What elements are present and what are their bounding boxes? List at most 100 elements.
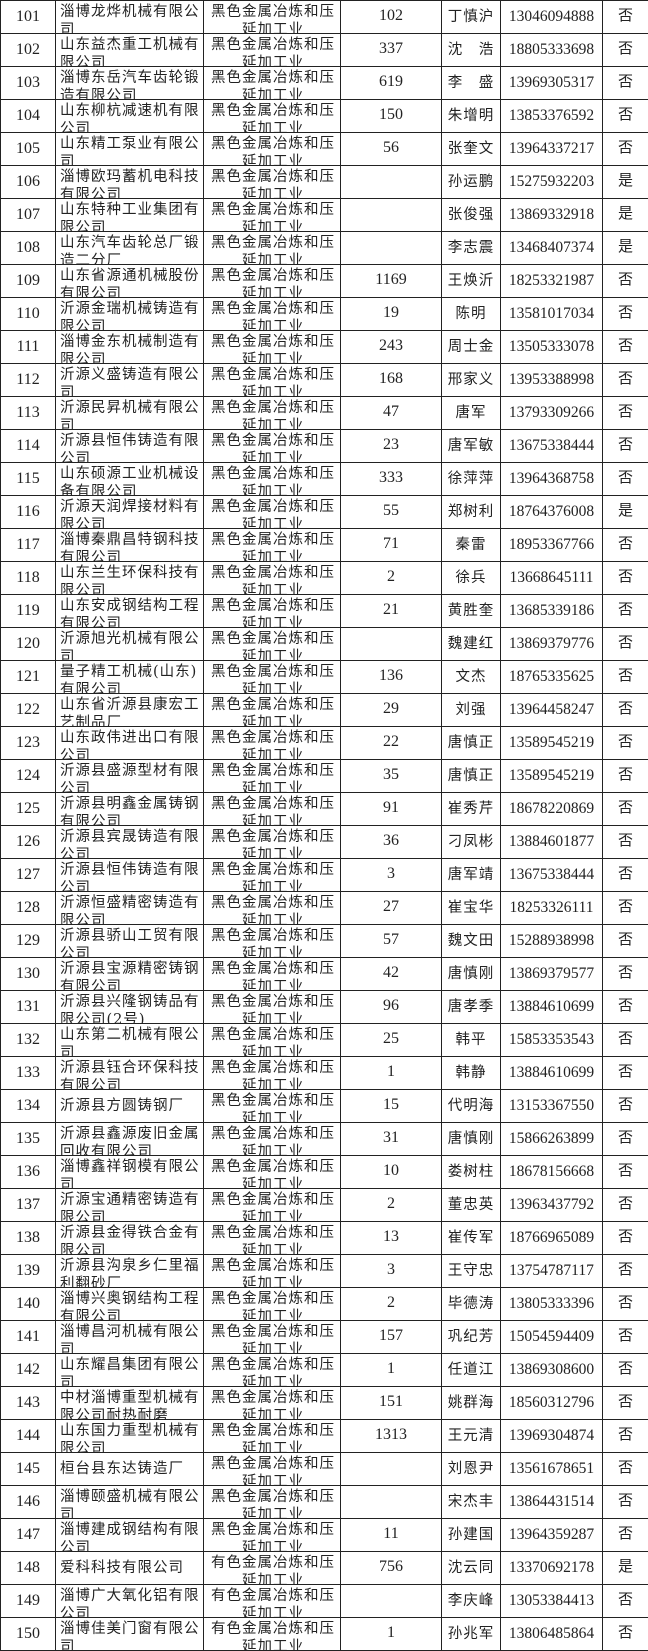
company-name: 淄博建成钢结构有限公司 (60, 1522, 200, 1551)
row-number-cell: 117 (0, 528, 56, 562)
row-number-cell: 104 (0, 99, 56, 133)
phone-number: 13869379577 (508, 965, 595, 982)
phone-number-cell: 13869379577 (500, 957, 603, 991)
row-number-cell: 127 (0, 858, 56, 892)
table-row: 103 淄博东岳汽车齿轮锻造有限公司 黑色金属冶炼和压延加工业 619 李 盛 13969… (0, 66, 648, 100)
industry: 黑色金属冶炼和压延加工业 (211, 466, 335, 495)
row-number: 103 (16, 74, 40, 91)
company-name: 沂源县盛源型材有限公司 (60, 763, 200, 792)
industry: 黑色金属冶炼和压延加工业 (211, 1357, 335, 1386)
contact-person: 宋杰丰 (447, 1494, 495, 1510)
company-name: 沂源县宾晟铸造有限公司 (60, 829, 200, 858)
employee-count-cell: 243 (340, 330, 442, 364)
phone-number: 13505333078 (508, 338, 595, 355)
industry-cell: 黑色金属冶炼和压延加工业 (203, 792, 341, 826)
industry: 黑色金属冶炼和压延加工业 (211, 829, 335, 858)
yes-no-flag: 否 (617, 1062, 633, 1080)
contact-person: 崔宝华 (447, 900, 495, 916)
row-number: 134 (16, 1097, 40, 1114)
employee-count-cell: 91 (340, 792, 442, 826)
employee-count: 756 (379, 1558, 403, 1575)
table-row: 130 沂源县宝源精密铸钢有限公司 黑色金属冶炼和压延加工业 42 唐慎刚 1386937… (0, 957, 648, 991)
contact-person-cell: 李庆峰 (441, 1584, 501, 1618)
contact-person-cell: 孙兆军 (441, 1617, 501, 1651)
row-number: 102 (16, 41, 40, 58)
employee-count: 42 (383, 964, 399, 981)
yes-no-flag: 是 (617, 171, 633, 189)
industry-cell: 黑色金属冶炼和压延加工业 (203, 0, 341, 34)
row-number-cell: 140 (0, 1287, 56, 1321)
industry: 黑色金属冶炼和压延加工业 (211, 70, 335, 99)
phone-number-cell: 13468407374 (500, 231, 603, 265)
contact-person: 唐慎刚 (447, 966, 495, 982)
company-name: 山东政伟进出口有限公司 (60, 730, 200, 759)
employee-count-cell: 42 (340, 957, 442, 991)
employee-count: 1169 (375, 271, 407, 288)
industry: 黑色金属冶炼和压延加工业 (211, 169, 335, 198)
industry-cell: 黑色金属冶炼和压延加工业 (203, 594, 341, 628)
contact-person: 娄树柱 (447, 1164, 495, 1180)
employee-count: 23 (383, 436, 399, 453)
industry: 黑色金属冶炼和压延加工业 (211, 1489, 335, 1518)
employee-count (342, 629, 441, 660)
row-number: 112 (16, 371, 40, 388)
industry-cell: 黑色金属冶炼和压延加工业 (203, 198, 341, 232)
industry: 黑色金属冶炼和压延加工业 (211, 136, 335, 165)
contact-person-cell: 徐萍萍 (441, 462, 501, 496)
yes-no-flag-cell: 否 (602, 759, 648, 793)
employee-count: 47 (383, 403, 399, 420)
row-number: 138 (16, 1229, 40, 1246)
industry-cell: 黑色金属冶炼和压延加工业 (203, 1452, 341, 1486)
company-name: 沂源县恒伟铸造有限公司 (60, 433, 200, 462)
employee-count-cell (340, 1452, 442, 1486)
contact-person-cell: 韩平 (441, 1023, 501, 1057)
contact-person-cell: 秦雷 (441, 528, 501, 562)
industry-cell: 黑色金属冶炼和压延加工业 (203, 891, 341, 925)
phone-number-cell: 18805333698 (500, 33, 603, 67)
company-name: 山东柳杭减速机有限公司 (60, 103, 200, 132)
phone-number: 15288938998 (508, 932, 595, 949)
yes-no-flag: 否 (617, 1128, 633, 1146)
industry: 有色金属冶炼和压延加工业 (211, 1621, 335, 1650)
employee-count: 11 (383, 1525, 399, 1542)
industry-cell: 黑色金属冶炼和压延加工业 (203, 1023, 341, 1057)
phone-number-cell: 18678156668 (500, 1155, 603, 1189)
table-row: 121 量子精工机械(山东)有限公司 黑色金属冶炼和压延加工业 136 文杰 187653… (0, 660, 648, 694)
yes-no-flag-cell: 否 (602, 1584, 648, 1618)
phone-number-cell: 13964368758 (500, 462, 603, 496)
company-name-cell: 淄博龙烨机械有限公司 (55, 0, 204, 34)
employee-count-cell: 2 (340, 1287, 442, 1321)
row-number: 116 (16, 503, 40, 520)
yes-no-flag-cell: 否 (602, 1386, 648, 1420)
company-name-cell: 淄博鑫祥钢模有限公司 (55, 1155, 204, 1189)
employee-count: 1 (387, 1360, 395, 1377)
row-number-cell: 115 (0, 462, 56, 496)
contact-person-cell: 崔秀芹 (441, 792, 501, 826)
employee-count: 36 (383, 832, 399, 849)
contact-person-cell: 董忠英 (441, 1188, 501, 1222)
company-name-cell: 沂源天润焊接材料有限公司 (55, 495, 204, 529)
company-name-cell: 桓台县东达铸造厂 (55, 1452, 204, 1486)
contact-person-cell: 张奎文 (441, 132, 501, 166)
industry: 黑色金属冶炼和压延加工业 (211, 235, 335, 264)
industry-cell: 黑色金属冶炼和压延加工业 (203, 66, 341, 100)
industry-cell: 黑色金属冶炼和压延加工业 (203, 1221, 341, 1255)
company-name: 沂源金瑞机械铸造有限公司 (60, 301, 200, 330)
employee-count-cell: 3 (340, 1254, 442, 1288)
phone-number: 13884610699 (508, 1064, 595, 1081)
row-number: 115 (16, 470, 40, 487)
company-name-cell: 沂源县兴隆钢铸品有限公司(2号) (55, 990, 204, 1024)
employee-count-cell: 21 (340, 594, 442, 628)
industry: 黑色金属冶炼和压延加工业 (211, 1225, 335, 1254)
industry: 黑色金属冶炼和压延加工业 (211, 895, 335, 924)
yes-no-flag-cell: 否 (602, 132, 648, 166)
company-name-cell: 沂源县恒伟铸造有限公司 (55, 858, 204, 892)
phone-number: 13864431514 (508, 1493, 595, 1510)
company-name: 桓台县东达铸造厂 (60, 1461, 184, 1477)
industry: 黑色金属冶炼和压延加工业 (211, 433, 335, 462)
employee-count-cell: 56 (340, 132, 442, 166)
contact-person: 沈云同 (447, 1560, 495, 1576)
row-number: 133 (16, 1064, 40, 1081)
row-number-cell: 116 (0, 495, 56, 529)
phone-number-cell: 13675338444 (500, 858, 603, 892)
